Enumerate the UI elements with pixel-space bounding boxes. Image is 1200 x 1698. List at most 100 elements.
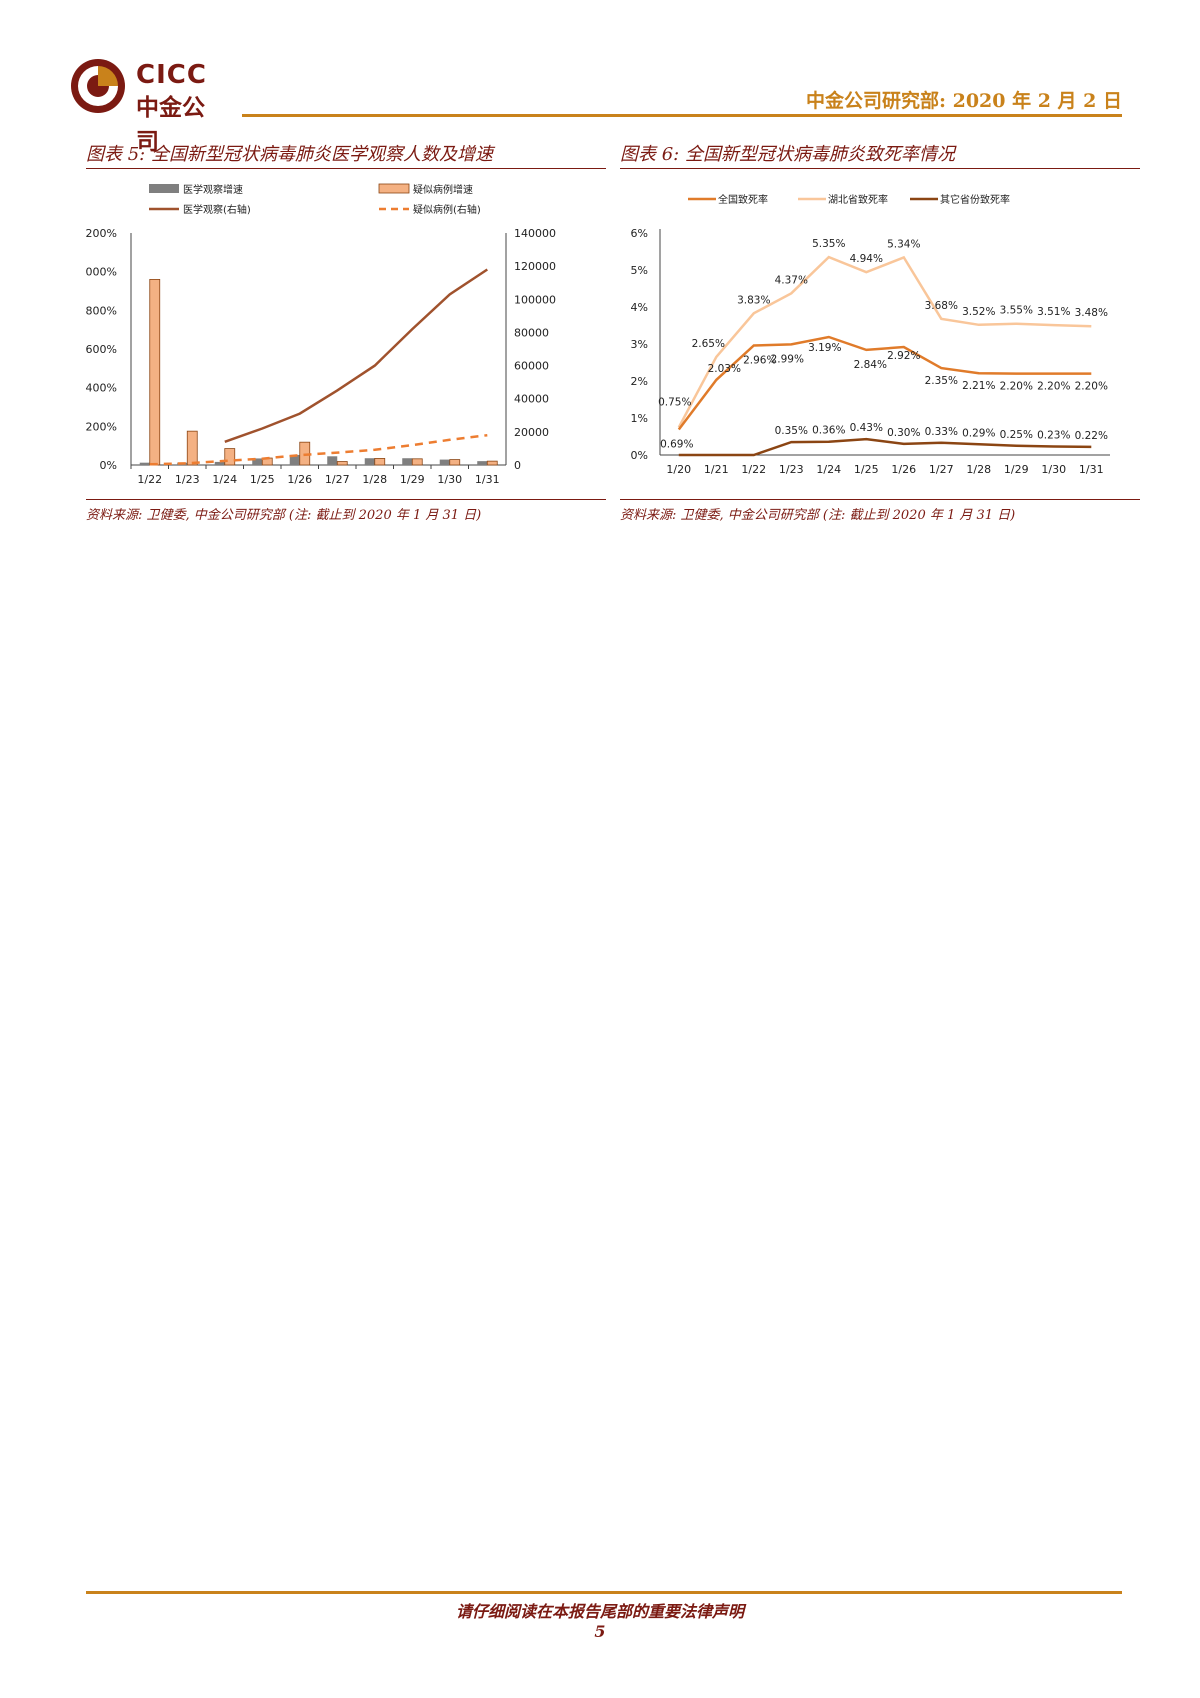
chart6-line-national xyxy=(677,335,1092,431)
chart6-label-other-provinces: 0.22% xyxy=(1075,430,1108,442)
chart5-bar-observation-growth xyxy=(439,459,450,465)
chart5-source: 资料来源: 卫健委, 中金公司研究部 (注: 截止到 2020 年 1 月 31… xyxy=(86,508,482,523)
footer-legal-note: 请仔细阅读在本报告尾部的重要法律声明 xyxy=(455,1602,744,1621)
chart6-label-other-provinces: 0.43% xyxy=(850,422,883,434)
page-number: 5 xyxy=(594,1622,606,1641)
chart6-label-hubei: 3.52% xyxy=(962,306,995,318)
chart5-y-tick: 1000% xyxy=(86,266,117,279)
chart6-label-other-provinces: 0.30% xyxy=(887,427,920,439)
chart5-legend-label: 医学观察增速 xyxy=(183,183,243,196)
chart6-label-national: 0.69% xyxy=(660,438,693,450)
chart6-x-tick: 1/22 xyxy=(741,463,766,476)
chart6-x-tick: 1/24 xyxy=(816,463,841,476)
chart6-label-national: 2.20% xyxy=(1000,381,1033,393)
chart6-svg: 全国致死率 湖北省致死率 其它省份致死率 0% 1% 2% 3% 4% 5% 6% 1/20 1/21… xyxy=(631,193,1110,476)
chart5-x-tick: 1/26 xyxy=(287,473,312,486)
chart5-title: 图表 5: 全国新型冠状病毒肺炎医学观察人数及增速 xyxy=(86,144,493,165)
chart5-bar-suspected-growth xyxy=(449,459,461,466)
chart5-bar-suspected-growth xyxy=(149,279,161,466)
chart5-x-tick: 1/25 xyxy=(250,473,275,486)
chart6-label-hubei: 4.37% xyxy=(775,274,808,286)
chart6-title-rule xyxy=(620,168,1140,169)
chart5-x-tick: 1/30 xyxy=(437,473,462,486)
chart5-bottom-rule xyxy=(86,499,606,500)
chart5-x-tick: 1/24 xyxy=(212,473,237,486)
logo-text-en: CICC xyxy=(136,60,207,90)
chart5-y2-tick: 20000 xyxy=(514,426,549,439)
chart6-label-national: 2.84% xyxy=(854,359,887,371)
chart6-y-tick: 6% xyxy=(631,227,648,240)
chart5-y2-tick: 100000 xyxy=(514,293,556,306)
chart5-bar-observation-growth xyxy=(289,454,300,465)
chart5-panel: 图表 5: 全国新型冠状病毒肺炎医学观察人数及增速 医学观察增速 疑似病例增速 医学… xyxy=(79,142,606,523)
chart5-bar-observation-growth xyxy=(214,461,225,465)
chart6-legend-label: 全国致死率 xyxy=(718,193,768,206)
chart5-x-tick: 1/22 xyxy=(137,473,162,486)
chart5-x-tick: 1/29 xyxy=(400,473,425,486)
chart6-label-hubei: 2.65% xyxy=(692,338,725,350)
chart5-bar-suspected-growth xyxy=(336,461,348,466)
chart5-x-tick: 1/31 xyxy=(475,473,500,486)
chart6-y-tick: 1% xyxy=(631,412,648,425)
header-rule xyxy=(242,114,1122,117)
cicc-logo-mark-icon xyxy=(71,59,125,113)
chart6-label-national: 2.96% xyxy=(743,354,776,366)
chart5-x-tick: 1/28 xyxy=(362,473,387,486)
chart5-legend-swatch xyxy=(149,184,179,193)
chart6-x-tick: 1/27 xyxy=(929,463,954,476)
chart6-label-hubei: 5.34% xyxy=(887,238,920,250)
chart5-y2-tick: 60000 xyxy=(514,360,549,373)
chart6-x-tick: 1/21 xyxy=(704,463,729,476)
chart6-x-tick: 1/31 xyxy=(1079,463,1104,476)
chart6-label-hubei: 4.94% xyxy=(850,253,883,265)
chart6-label-other-provinces: 0.35% xyxy=(775,425,808,437)
chart6-x-tick: 1/26 xyxy=(891,463,916,476)
chart6-label-hubei: 3.83% xyxy=(737,294,770,306)
chart5-line-suspected xyxy=(149,433,488,466)
chart5-y-tick: 0% xyxy=(100,459,117,472)
chart5-y-tick: 1200% xyxy=(86,227,117,240)
chart5-y-tick: 400% xyxy=(86,382,117,395)
chart5-x-tick: 1/27 xyxy=(325,473,350,486)
chart6-label-national: 2.92% xyxy=(887,350,920,362)
chart5-legend-label: 疑似病例(右轴) xyxy=(413,203,481,216)
chart6-label-national: 2.99% xyxy=(771,353,804,365)
chart5-bar-suspected-growth xyxy=(224,448,236,466)
chart6-label-national: 2.35% xyxy=(925,375,958,387)
chart6-source: 资料来源: 卫健委, 中金公司研究部 (注: 截止到 2020 年 1 月 31… xyxy=(620,508,1016,523)
chart6-y-tick: 4% xyxy=(631,301,648,314)
chart6-x-tick: 1/30 xyxy=(1041,463,1066,476)
chart6-label-hubei: 5.35% xyxy=(812,238,845,250)
chart6-label-hubei: 3.68% xyxy=(925,300,958,312)
chart5-y2-tick: 40000 xyxy=(514,393,549,406)
chart5-bar-suspected-growth xyxy=(486,460,498,466)
chart6-label-other-provinces: 0.25% xyxy=(1000,429,1033,441)
chart5-y-tick: 600% xyxy=(86,343,117,356)
chart6-title: 图表 6: 全国新型冠状病毒肺炎致死率情况 xyxy=(620,144,955,165)
cicc-logo: CICC 中金公司 xyxy=(70,58,220,155)
chart6-y-tick: 3% xyxy=(631,338,648,351)
chart6-label-hubei: 3.51% xyxy=(1037,306,1070,318)
chart6-label-hubei: 0.75% xyxy=(658,396,691,408)
chart5-bar-observation-growth xyxy=(477,461,488,465)
chart5-y2-tick: 0 xyxy=(514,459,521,472)
chart6-label-national: 2.03% xyxy=(708,363,741,375)
chart6-label-national: 2.21% xyxy=(962,380,995,392)
chart6-label-hubei: 3.55% xyxy=(1000,305,1033,317)
chart5-y2-tick: 80000 xyxy=(514,326,549,339)
chart6-label-national: 2.20% xyxy=(1075,381,1108,393)
chart6-x-tick: 1/28 xyxy=(966,463,991,476)
chart6-x-tick: 1/23 xyxy=(779,463,804,476)
chart6-label-national: 2.20% xyxy=(1037,381,1070,393)
chart6-x-tick: 1/29 xyxy=(1004,463,1029,476)
chart5-legend-label: 疑似病例增速 xyxy=(413,183,473,196)
chart6-label-other-provinces: 0.36% xyxy=(812,425,845,437)
chart6-legend-label: 湖北省致死率 xyxy=(828,193,888,206)
chart5-bar-observation-growth xyxy=(327,456,338,465)
chart5-line-observation xyxy=(224,268,488,443)
chart5-bar-suspected-growth xyxy=(374,458,386,466)
footer-rule xyxy=(86,1591,1122,1594)
chart5-legend-label: 医学观察(右轴) xyxy=(183,203,251,216)
chart5-y-tick: 200% xyxy=(86,420,117,433)
